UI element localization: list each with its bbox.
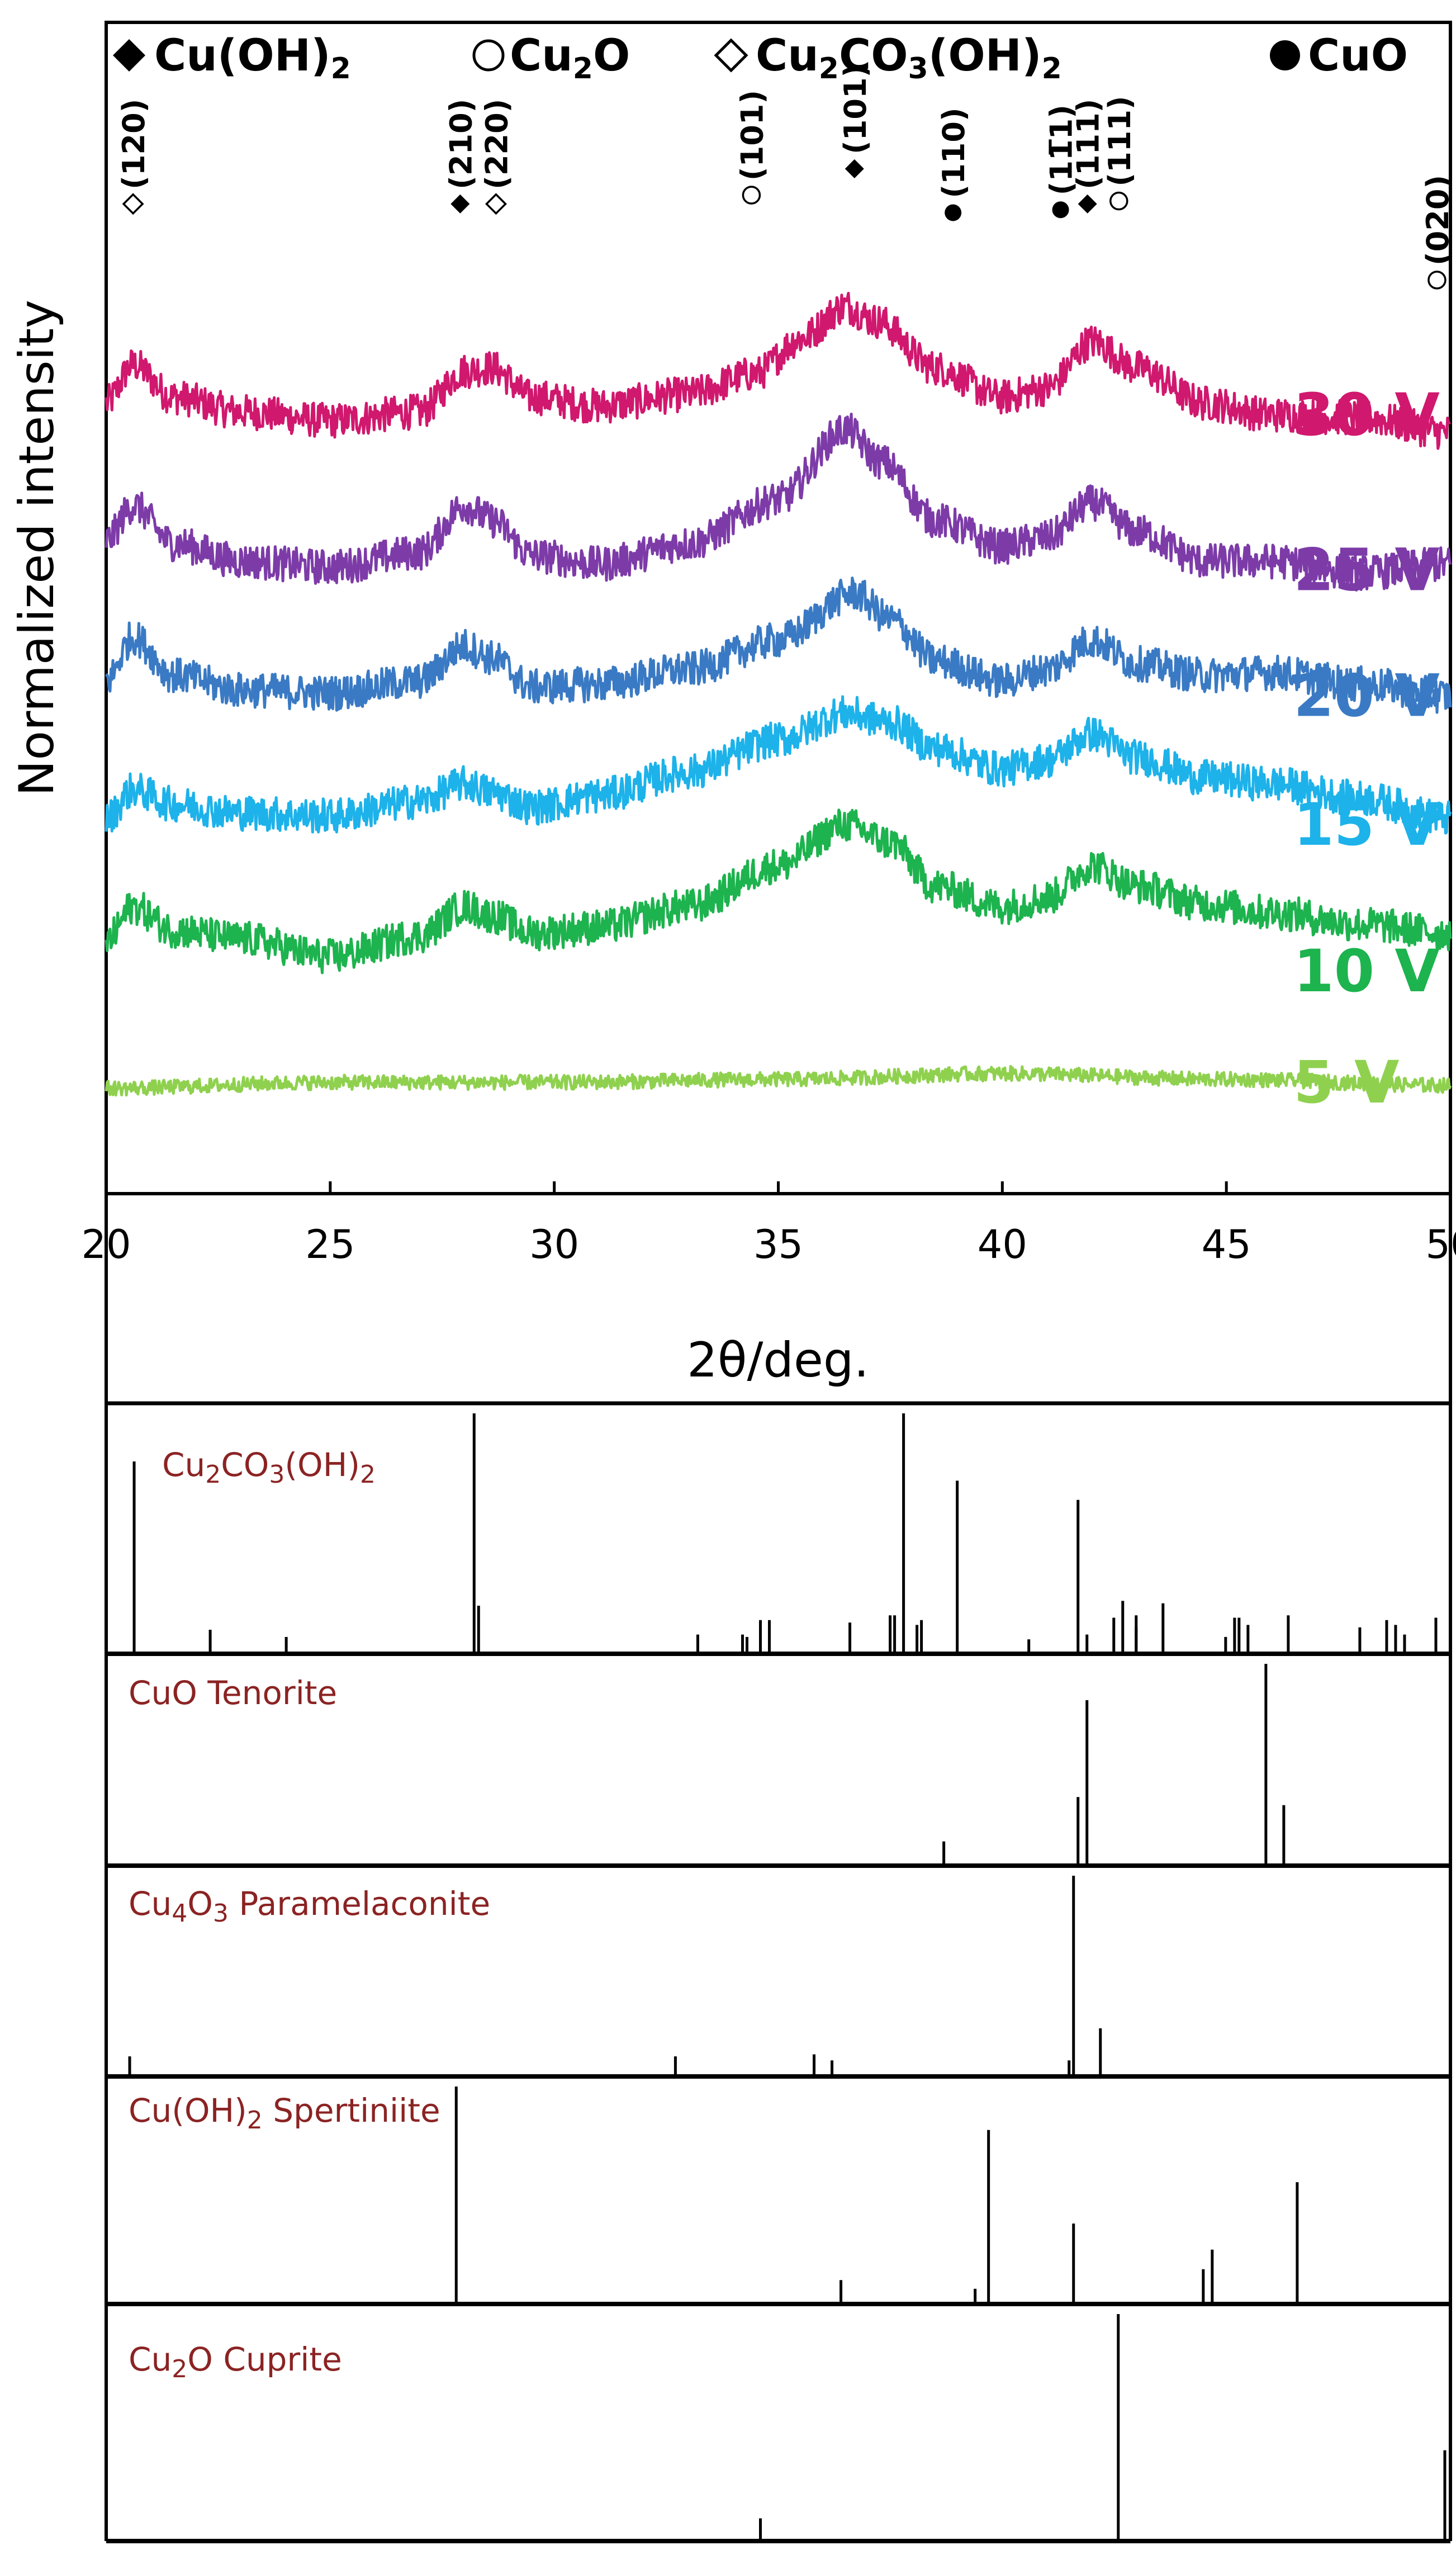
open-diamond-icon (122, 193, 144, 215)
trace-25v (105, 413, 1452, 592)
x-tick-label: 30 (529, 1222, 579, 1267)
open-circle-icon (742, 186, 761, 205)
x-tick-label: 25 (305, 1222, 355, 1267)
peak-annotation: (111) (1102, 96, 1137, 211)
ref-panel-title: Cu(OH)2 Spertiniite (129, 2092, 440, 2135)
filled-circle-icon (1270, 40, 1300, 70)
open-diamond-icon (485, 193, 507, 215)
y-axis-title: Normalized intensity (9, 300, 65, 796)
legend: Cu(OH)2 Cu2O Cu2CO3(OH)2 CuO (113, 31, 1408, 86)
peak-annotation: (111) (1071, 99, 1106, 214)
xrd-traces (105, 291, 1452, 1097)
trace-15v (105, 695, 1452, 835)
series-label-15v: 15 V (1293, 791, 1439, 859)
peak-annotation: (101) (734, 90, 770, 205)
filled-diamond-icon (845, 159, 864, 178)
peak-annotation: (110) (936, 107, 971, 221)
filled-diamond-icon (113, 39, 145, 72)
peak-annotation: (11̅1) (1044, 105, 1079, 219)
legend-cu2o: Cu2O (472, 31, 630, 86)
peak-label-text: (220) (479, 99, 514, 190)
open-diamond-icon (714, 38, 748, 73)
x-tick-label: 35 (753, 1222, 803, 1267)
x-tick-label: 50 (1425, 1222, 1456, 1267)
legend-cu2co3oh2-label: Cu2CO3(OH)2 (756, 31, 1062, 86)
ref-panel-1: Cu2CO3(OH)2 (106, 1413, 1450, 1656)
open-circle-icon (1109, 191, 1128, 211)
reference-patterns: Cu2CO3(OH)2 CuO Tenorite Cu4O3 Paramelacon… (105, 1401, 1452, 2543)
ref-panel-title: CuO Tenorite (129, 1674, 337, 1712)
peak-annotation: (101) (838, 64, 873, 178)
peak-label-text: (110) (936, 107, 971, 198)
series-label-30v: 30 V (1293, 381, 1439, 449)
trace-10v (105, 808, 1452, 974)
trace-5v (105, 1065, 1452, 1097)
x-axis-ticks: 20 25 30 35 40 45 50 (81, 1181, 1456, 1267)
open-circle-icon (472, 39, 505, 72)
filled-circle-icon (945, 204, 962, 221)
peak-label-text: (111) (1102, 96, 1137, 186)
trace-20v (105, 576, 1452, 714)
ref-panel-3: Cu4O3 Paramelaconite (106, 1876, 1450, 2079)
legend-cuo-label: CuO (1308, 31, 1408, 81)
trace-30v (105, 291, 1451, 450)
series-label-5v: 5 V (1293, 1048, 1399, 1116)
legend-cu2o-label: Cu2O (510, 31, 630, 86)
legend-cuoh2-label: Cu(OH)2 (154, 31, 351, 86)
peak-annotation: (120) (116, 99, 151, 215)
peak-label-text: (101) (734, 90, 770, 181)
ref-panel-2: CuO Tenorite (106, 1664, 1450, 1868)
peak-annotation: (220) (479, 99, 514, 215)
ref-panel-title: Cu2O Cuprite (129, 2340, 342, 2383)
ref-panel-5: Cu2O Cuprite (106, 2314, 1450, 2543)
filled-diamond-icon (450, 194, 470, 214)
x-tick-label: 45 (1202, 1222, 1251, 1267)
filled-circle-icon (1052, 201, 1069, 219)
legend-cu2co3oh2: Cu2CO3(OH)2 (714, 31, 1062, 86)
x-tick-label: 20 (81, 1222, 131, 1267)
ref-panel-4: Cu(OH)2 Spertiniite (106, 2087, 1450, 2306)
peak-label-text: (210) (443, 99, 478, 190)
filled-diamond-icon (1078, 194, 1097, 214)
peak-label-text: (111) (1071, 99, 1106, 190)
series-labels: 30 V 25 V 20 V 15 V 10 V 5 V (1293, 381, 1439, 1116)
peak-label-text: (11̅1) (1044, 105, 1079, 195)
x-axis-title: 2θ/deg. (687, 1332, 869, 1388)
legend-cuoh2: Cu(OH)2 (113, 31, 351, 86)
ref-panel-title: Cu4O3 Paramelaconite (129, 1885, 490, 1928)
peak-annotation: (210) (443, 99, 478, 214)
peak-label-text: (120) (116, 99, 151, 190)
peak-label-text: (020) (1420, 175, 1455, 266)
peak-annotations: (120) (210) (220) (101) (101) (110) (11̅1)(111… (116, 64, 1455, 290)
ref-panel-title: Cu2CO3(OH)2 (162, 1446, 376, 1489)
legend-cuo: CuO (1270, 31, 1408, 81)
peak-annotation: (020) (1420, 175, 1455, 290)
peak-label-text: (101) (838, 64, 873, 154)
series-label-20v: 20 V (1293, 662, 1439, 730)
series-label-10v: 10 V (1293, 937, 1439, 1005)
x-tick-label: 40 (978, 1222, 1027, 1267)
open-circle-icon (1427, 271, 1446, 290)
series-label-25v: 25 V (1293, 536, 1439, 604)
